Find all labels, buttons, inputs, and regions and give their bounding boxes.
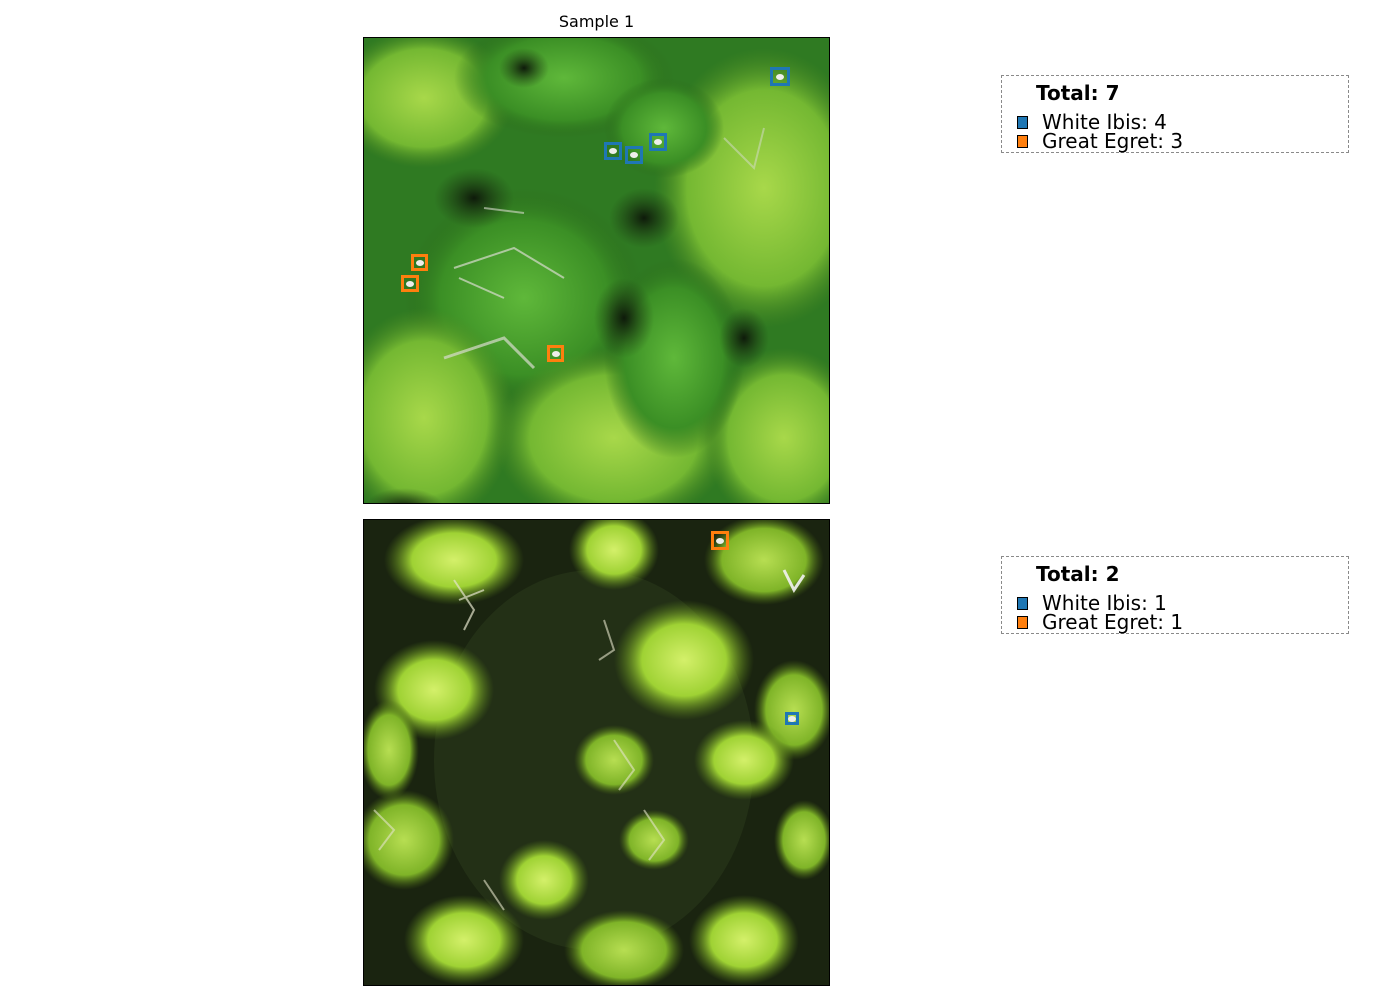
bird-marker (654, 139, 662, 145)
legend-entry-great-egret: Great Egret: 3 (1017, 131, 1183, 151)
bird-marker (788, 715, 796, 722)
legend-total: Total: 7 (1036, 81, 1120, 105)
legend-sample-1: Total: 7 White Ibis: 4 Great Egret: 3 (1001, 75, 1349, 153)
white-ibis-swatch (1017, 115, 1028, 129)
white-ibis-swatch (1017, 596, 1028, 610)
legend-entry-label: Great Egret: 1 (1042, 610, 1184, 634)
great-egret-swatch (1017, 134, 1028, 148)
white-ibis-detection-box[interactable] (785, 712, 799, 725)
great-egret-detection-box[interactable] (401, 275, 419, 292)
aerial-image-panel-2 (363, 519, 830, 986)
aerial-image-panel-1 (363, 37, 830, 504)
bird-marker (415, 259, 424, 266)
legend-entry-label: White Ibis: 1 (1042, 591, 1167, 615)
white-ibis-detection-box[interactable] (770, 67, 790, 86)
bird-marker (776, 73, 784, 80)
legend-sample-2: Total: 2 White Ibis: 1 Great Egret: 1 (1001, 556, 1349, 634)
legend-entry-label: Great Egret: 3 (1042, 129, 1184, 153)
bird-marker (406, 280, 414, 287)
great-egret-detection-box[interactable] (711, 531, 729, 550)
bird-marker (609, 148, 617, 154)
white-ibis-detection-box[interactable] (604, 142, 622, 160)
white-ibis-detection-box[interactable] (649, 133, 667, 151)
bird-marker (630, 152, 638, 158)
great-egret-detection-box[interactable] (411, 254, 428, 271)
bird-marker (716, 537, 724, 544)
canopy-image-2 (364, 520, 829, 985)
legend-entry-white-ibis: White Ibis: 1 (1017, 593, 1167, 613)
bird-marker (551, 350, 560, 357)
great-egret-swatch (1017, 615, 1028, 629)
white-ibis-detection-box[interactable] (625, 146, 643, 164)
legend-entry-white-ibis: White Ibis: 4 (1017, 112, 1167, 132)
great-egret-detection-box[interactable] (547, 345, 564, 362)
sample-title: Sample 1 (558, 12, 635, 31)
canopy-image-1 (364, 38, 829, 503)
legend-entry-label: White Ibis: 4 (1042, 110, 1167, 134)
legend-total: Total: 2 (1036, 562, 1120, 586)
legend-entry-great-egret: Great Egret: 1 (1017, 612, 1183, 632)
